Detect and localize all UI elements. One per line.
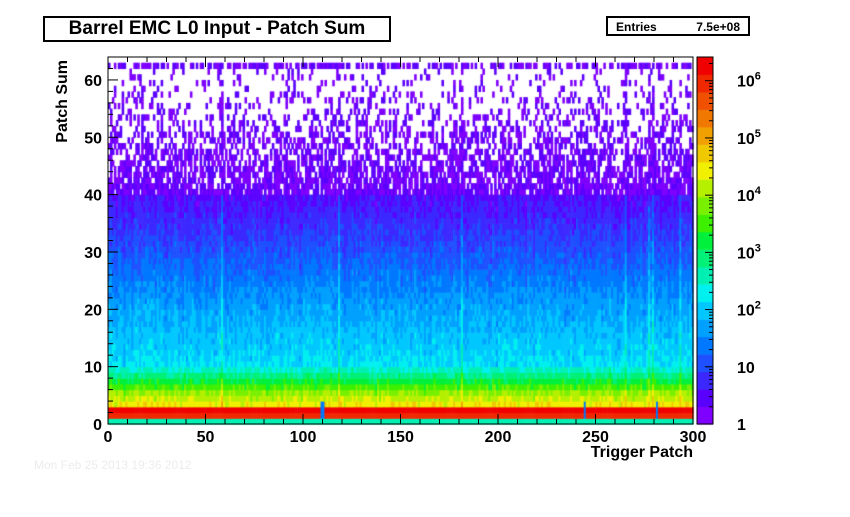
x-tick-label: 200 — [485, 429, 512, 446]
y-tick-label: 60 — [84, 73, 102, 90]
stats-value: 7.5e+08 — [696, 20, 740, 34]
y-tick-label: 40 — [84, 188, 102, 205]
x-tick-label: 100 — [290, 429, 317, 446]
colorbar-label: 102 — [737, 300, 761, 320]
colorbar-label: 105 — [737, 128, 761, 148]
colorbar-label: 104 — [737, 185, 762, 205]
x-axis-label: Trigger Patch — [591, 444, 693, 461]
x-tick-label: 0 — [104, 429, 113, 446]
colorbar-label: 106 — [737, 71, 761, 91]
chart-title-box: Barrel EMC L0 Input - Patch Sum — [43, 16, 391, 42]
y-tick-label: 20 — [84, 302, 102, 319]
y-tick-label: 30 — [84, 245, 102, 262]
chart-title: Barrel EMC L0 Input - Patch Sum — [68, 18, 366, 39]
colorbar-label: 10 — [737, 360, 755, 377]
stats-label: Entries — [616, 20, 657, 34]
x-tick-label: 150 — [387, 429, 414, 446]
y-tick-label: 10 — [84, 360, 102, 377]
y-tick-label: 0 — [93, 417, 102, 434]
y-axis-label: Patch Sum — [54, 60, 71, 143]
y-tick-label: 50 — [84, 130, 102, 147]
x-tick-label: 50 — [197, 429, 215, 446]
x-tick-label: 300 — [680, 429, 707, 446]
colorbar-label: 1 — [737, 417, 746, 434]
footer-timestamp: Mon Feb 25 2013 19:36 2012 — [34, 458, 192, 472]
colorbar-label: 103 — [737, 242, 761, 262]
stats-box: Entries 7.5e+08 — [606, 16, 750, 36]
x-tick-label: 250 — [582, 429, 609, 446]
plot-frame — [107, 56, 694, 425]
